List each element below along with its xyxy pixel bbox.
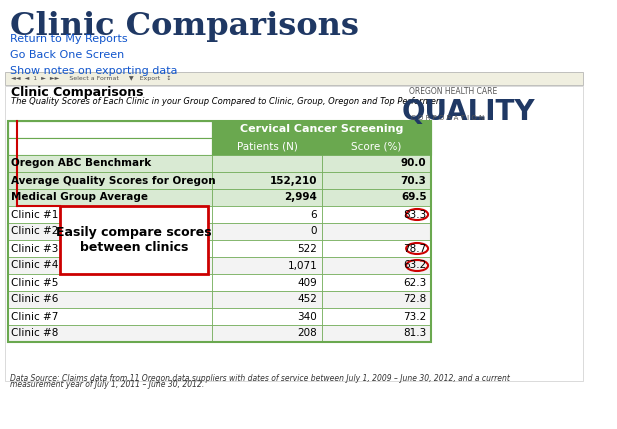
Bar: [7, 121, 431, 342]
Text: 73.2: 73.2: [404, 311, 426, 321]
Text: 152,210: 152,210: [270, 175, 317, 185]
Text: Go Back One Screen: Go Back One Screen: [9, 50, 124, 60]
Text: Clinic #1: Clinic #1: [12, 209, 59, 220]
Text: 6: 6: [310, 209, 317, 220]
Text: 90.0: 90.0: [401, 158, 426, 169]
Text: 452: 452: [297, 294, 317, 305]
Bar: [322, 257, 431, 274]
Bar: [7, 172, 212, 189]
Bar: [5, 72, 583, 85]
Bar: [212, 274, 322, 291]
Text: The Quality Scores of Each Clinic in your Group Compared to Clinic, Group, Orego: The Quality Scores of Each Clinic in you…: [12, 97, 444, 106]
Text: Clinic #7: Clinic #7: [12, 311, 59, 321]
Bar: [212, 189, 322, 206]
Bar: [7, 257, 212, 274]
Text: Return to My Reports: Return to My Reports: [9, 34, 127, 44]
Bar: [322, 206, 431, 223]
Bar: [212, 206, 322, 223]
Text: OREGON HEALTH CARE: OREGON HEALTH CARE: [410, 87, 498, 96]
Text: C O R P O R A T I O N: C O R P O R A T I O N: [412, 115, 484, 121]
Text: Show notes on exporting data: Show notes on exporting data: [9, 66, 177, 76]
Text: 81.3: 81.3: [404, 329, 426, 338]
Bar: [7, 121, 212, 138]
Text: Clinic #5: Clinic #5: [12, 278, 59, 287]
Text: 409: 409: [297, 278, 317, 287]
Text: 2,994: 2,994: [284, 193, 317, 202]
Bar: [322, 223, 431, 240]
Text: Clinic Comparisons: Clinic Comparisons: [9, 11, 358, 42]
Text: Patients (N): Patients (N): [237, 142, 297, 151]
Text: Medical Group Average: Medical Group Average: [12, 193, 149, 202]
Text: 522: 522: [297, 244, 317, 254]
Text: ◄◄  ◄  1  ►  ►►     Select a Format     ▼   Export   ↕: ◄◄ ◄ 1 ► ►► Select a Format ▼ Export ↕: [12, 76, 172, 81]
Text: 340: 340: [297, 311, 317, 321]
Bar: [7, 325, 212, 342]
Text: 62.3: 62.3: [404, 278, 426, 287]
Text: Clinic #2: Clinic #2: [12, 227, 59, 236]
Bar: [212, 121, 431, 138]
Text: 0: 0: [310, 227, 317, 236]
Bar: [322, 138, 431, 155]
Bar: [322, 291, 431, 308]
Bar: [212, 308, 322, 325]
Bar: [5, 86, 583, 381]
Bar: [7, 206, 212, 223]
Bar: [7, 189, 212, 206]
Bar: [212, 172, 322, 189]
Bar: [7, 223, 212, 240]
Bar: [212, 240, 322, 257]
Text: measurement year of July 1, 2011 – June 30, 2012.: measurement year of July 1, 2011 – June …: [9, 380, 204, 389]
Text: 69.5: 69.5: [401, 193, 426, 202]
Text: Clinic #4: Clinic #4: [12, 260, 59, 271]
Text: 1,071: 1,071: [288, 260, 317, 271]
Bar: [212, 155, 322, 172]
Text: 63.2: 63.2: [404, 260, 426, 271]
Text: Clinic #3: Clinic #3: [12, 244, 59, 254]
Bar: [7, 308, 212, 325]
Bar: [212, 291, 322, 308]
FancyBboxPatch shape: [60, 206, 207, 274]
Bar: [212, 223, 322, 240]
Text: QUALITY: QUALITY: [402, 98, 536, 126]
Text: Easily compare scores
between clinics: Easily compare scores between clinics: [56, 226, 212, 254]
Text: 72.8: 72.8: [404, 294, 426, 305]
Bar: [7, 155, 212, 172]
Text: 83.3: 83.3: [404, 209, 426, 220]
Text: Clinic #8: Clinic #8: [12, 329, 59, 338]
Text: Oregon ABC Benchmark: Oregon ABC Benchmark: [12, 158, 152, 169]
Bar: [322, 274, 431, 291]
Text: Score (%): Score (%): [352, 142, 402, 151]
Text: Average Quality Scores for Oregon: Average Quality Scores for Oregon: [12, 175, 216, 185]
Bar: [7, 138, 212, 155]
Bar: [322, 155, 431, 172]
Bar: [322, 325, 431, 342]
Bar: [322, 189, 431, 206]
Text: Clinic Comparisons: Clinic Comparisons: [12, 86, 144, 99]
Bar: [212, 138, 322, 155]
Bar: [322, 172, 431, 189]
Bar: [7, 240, 212, 257]
Text: Cervical Cancer Screening: Cervical Cancer Screening: [240, 124, 404, 135]
Text: 208: 208: [297, 329, 317, 338]
Text: 70.3: 70.3: [401, 175, 426, 185]
Text: Data Source: Claims data from 11 Oregon data suppliers with dates of service bet: Data Source: Claims data from 11 Oregon …: [9, 374, 510, 383]
Bar: [322, 308, 431, 325]
Bar: [212, 325, 322, 342]
Bar: [212, 257, 322, 274]
Bar: [7, 274, 212, 291]
Text: 78.7: 78.7: [404, 244, 426, 254]
Bar: [7, 291, 212, 308]
Bar: [322, 240, 431, 257]
Text: Clinic #6: Clinic #6: [12, 294, 59, 305]
